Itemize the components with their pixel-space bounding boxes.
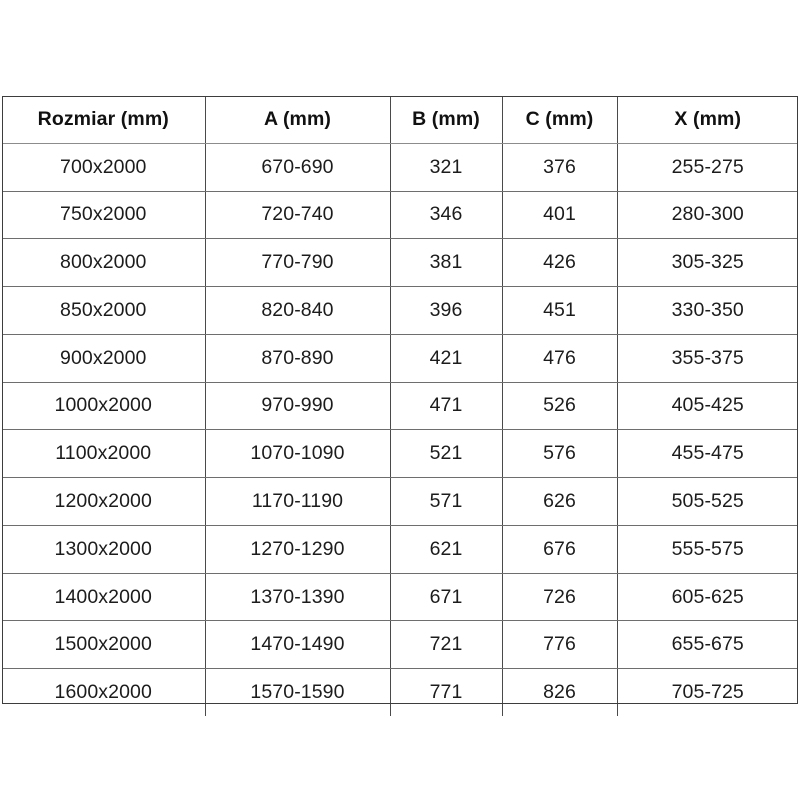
cell-size: 700x2000 bbox=[2, 143, 206, 192]
table-row: 1500x2000 1470-1490 721 776 655-675 bbox=[2, 620, 798, 670]
table-row: 1000x2000 970-990 471 526 405-425 bbox=[2, 382, 798, 431]
cell-c: 376 bbox=[502, 143, 618, 192]
cell-c: 426 bbox=[502, 238, 618, 288]
cell-a: 820-840 bbox=[205, 286, 391, 335]
cell-x: 355-375 bbox=[617, 334, 798, 383]
cell-b: 521 bbox=[390, 429, 503, 479]
cell-size: 1600x2000 bbox=[2, 668, 206, 716]
cell-size: 1500x2000 bbox=[2, 620, 206, 670]
cell-x: 555-575 bbox=[617, 525, 798, 574]
cell-a: 1570-1590 bbox=[205, 668, 391, 716]
cell-b: 346 bbox=[390, 191, 503, 240]
cell-size: 1300x2000 bbox=[2, 525, 206, 574]
cell-a: 720-740 bbox=[205, 191, 391, 240]
column-header-b: B (mm) bbox=[390, 96, 503, 144]
cell-size: 1400x2000 bbox=[2, 573, 206, 622]
table-row: 1600x2000 1570-1590 771 826 705-725 bbox=[2, 668, 798, 716]
cell-b: 471 bbox=[390, 382, 503, 431]
cell-b: 571 bbox=[390, 477, 503, 526]
cell-b: 671 bbox=[390, 573, 503, 622]
table-row: 1200x2000 1170-1190 571 626 505-525 bbox=[2, 477, 798, 526]
cell-a: 1070-1090 bbox=[205, 429, 391, 479]
table-header-row: Rozmiar (mm) A (mm) B (mm) C (mm) X (mm) bbox=[2, 96, 798, 144]
table-row: 750x2000 720-740 346 401 280-300 bbox=[2, 191, 798, 240]
table-row: 700x2000 670-690 321 376 255-275 bbox=[2, 143, 798, 192]
cell-b: 621 bbox=[390, 525, 503, 574]
table-row: 1300x2000 1270-1290 621 676 555-575 bbox=[2, 525, 798, 574]
cell-c: 576 bbox=[502, 429, 618, 479]
table-header: Rozmiar (mm) A (mm) B (mm) C (mm) X (mm) bbox=[2, 96, 798, 144]
cell-x: 305-325 bbox=[617, 238, 798, 288]
column-header-x: X (mm) bbox=[617, 96, 798, 144]
cell-b: 396 bbox=[390, 286, 503, 335]
cell-x: 455-475 bbox=[617, 429, 798, 479]
table-row: 850x2000 820-840 396 451 330-350 bbox=[2, 286, 798, 335]
cell-a: 1270-1290 bbox=[205, 525, 391, 574]
cell-x: 280-300 bbox=[617, 191, 798, 240]
table-row: 800x2000 770-790 381 426 305-325 bbox=[2, 238, 798, 288]
column-header-c: C (mm) bbox=[502, 96, 618, 144]
cell-b: 381 bbox=[390, 238, 503, 288]
cell-x: 255-275 bbox=[617, 143, 798, 192]
cell-a: 770-790 bbox=[205, 238, 391, 288]
cell-size: 750x2000 bbox=[2, 191, 206, 240]
table-body: 700x2000 670-690 321 376 255-275 750x200… bbox=[2, 143, 798, 716]
cell-a: 1470-1490 bbox=[205, 620, 391, 670]
cell-c: 401 bbox=[502, 191, 618, 240]
cell-a: 1370-1390 bbox=[205, 573, 391, 622]
cell-x: 330-350 bbox=[617, 286, 798, 335]
cell-c: 626 bbox=[502, 477, 618, 526]
cell-size: 800x2000 bbox=[2, 238, 206, 288]
table-row: 900x2000 870-890 421 476 355-375 bbox=[2, 334, 798, 383]
cell-size: 1100x2000 bbox=[2, 429, 206, 479]
shower-enclosure-size-table: Rozmiar (mm) A (mm) B (mm) C (mm) X (mm)… bbox=[2, 96, 798, 716]
table-row: 1400x2000 1370-1390 671 726 605-625 bbox=[2, 573, 798, 622]
cell-c: 826 bbox=[502, 668, 618, 716]
cell-c: 526 bbox=[502, 382, 618, 431]
cell-b: 721 bbox=[390, 620, 503, 670]
cell-b: 321 bbox=[390, 143, 503, 192]
table-row: 1100x2000 1070-1090 521 576 455-475 bbox=[2, 429, 798, 479]
cell-size: 1000x2000 bbox=[2, 382, 206, 431]
cell-c: 451 bbox=[502, 286, 618, 335]
cell-b: 771 bbox=[390, 668, 503, 716]
cell-a: 1170-1190 bbox=[205, 477, 391, 526]
cell-a: 870-890 bbox=[205, 334, 391, 383]
cell-x: 605-625 bbox=[617, 573, 798, 622]
cell-b: 421 bbox=[390, 334, 503, 383]
cell-c: 676 bbox=[502, 525, 618, 574]
cell-c: 476 bbox=[502, 334, 618, 383]
cell-x: 505-525 bbox=[617, 477, 798, 526]
cell-a: 670-690 bbox=[205, 143, 391, 192]
cell-size: 1200x2000 bbox=[2, 477, 206, 526]
cell-c: 776 bbox=[502, 620, 618, 670]
column-header-size: Rozmiar (mm) bbox=[2, 96, 206, 144]
cell-c: 726 bbox=[502, 573, 618, 622]
cell-x: 655-675 bbox=[617, 620, 798, 670]
cell-x: 705-725 bbox=[671, 681, 744, 704]
cell-x: 405-425 bbox=[617, 382, 798, 431]
cell-a: 970-990 bbox=[205, 382, 391, 431]
column-header-a: A (mm) bbox=[205, 96, 391, 144]
cell-size: 900x2000 bbox=[2, 334, 206, 383]
cell-size: 850x2000 bbox=[2, 286, 206, 335]
